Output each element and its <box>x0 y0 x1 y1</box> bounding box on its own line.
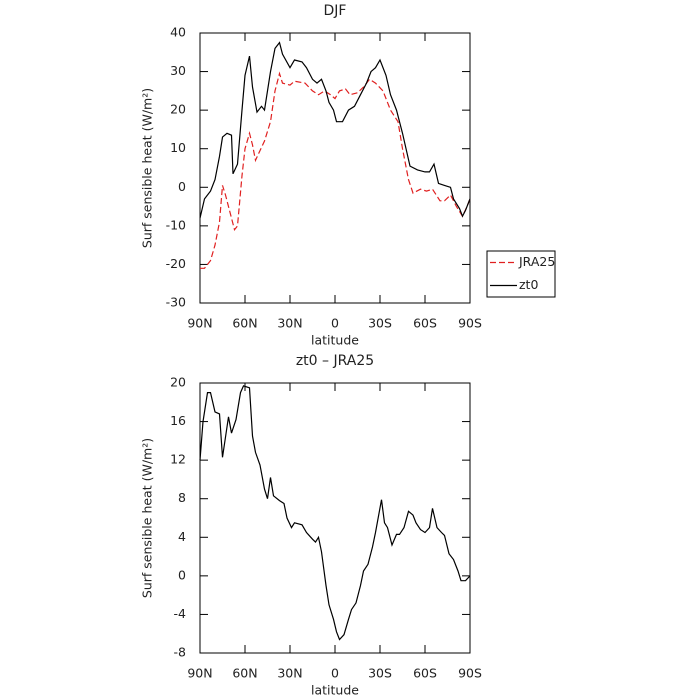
x-tick-label: 60N <box>232 316 257 331</box>
y-tick-label: 20 <box>170 375 186 390</box>
x-axis-label: latitude <box>311 333 359 348</box>
plot-frame <box>199 32 471 304</box>
x-tick-label: 90N <box>187 666 212 681</box>
y-tick-label: 8 <box>178 490 186 505</box>
y-tick-label: 10 <box>170 140 186 155</box>
chart-title: DJF <box>324 3 347 19</box>
x-tick-label: 30N <box>277 666 302 681</box>
x-tick-label: 30S <box>368 666 392 681</box>
x-tick-label: 60S <box>413 666 437 681</box>
y-axis-label: Surf sensible heat (W/m²) <box>140 88 155 248</box>
chart-title: zt0 – JRA25 <box>296 353 374 369</box>
y-tick-label: 40 <box>170 25 186 40</box>
legend-box <box>486 250 556 298</box>
y-tick-label: -8 <box>174 645 187 660</box>
x-tick-label: 30S <box>368 316 392 331</box>
y-tick-label: 0 <box>178 567 186 582</box>
legend-label: JRA25 <box>518 254 555 269</box>
y-tick-label: -4 <box>174 606 187 621</box>
x-tick-label: 90S <box>458 316 482 331</box>
y-tick-label: 30 <box>170 63 186 78</box>
y-tick-label: 12 <box>170 452 186 467</box>
data-line <box>199 41 471 219</box>
x-tick-label: 90N <box>187 316 212 331</box>
x-tick-label: 0 <box>331 316 339 331</box>
plot-frame <box>199 382 471 654</box>
data-line <box>200 71 471 269</box>
legend-label: zt0 <box>519 277 538 292</box>
y-tick-label: 20 <box>170 102 186 117</box>
x-tick-label: 30N <box>277 316 302 331</box>
y-tick-label: 16 <box>170 413 186 428</box>
y-tick-label: 0 <box>178 179 186 194</box>
y-axis-label: Surf sensible heat (W/m²) <box>140 438 155 598</box>
x-tick-label: 60S <box>413 316 437 331</box>
x-tick-label: 0 <box>331 666 339 681</box>
x-axis-label: latitude <box>311 683 359 698</box>
x-tick-label: 60N <box>232 666 257 681</box>
x-tick-label: 90S <box>458 666 482 681</box>
data-line <box>199 385 471 641</box>
y-tick-label: -10 <box>166 217 186 232</box>
y-tick-label: -30 <box>166 295 186 310</box>
y-tick-label: 4 <box>178 529 186 544</box>
y-tick-label: -20 <box>166 256 186 271</box>
